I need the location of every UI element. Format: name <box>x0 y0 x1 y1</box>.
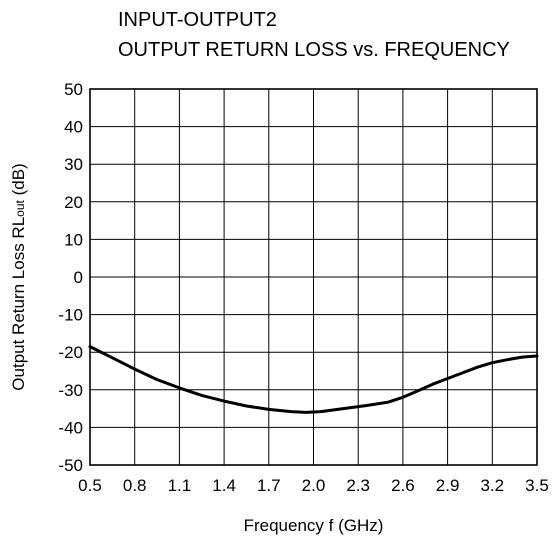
x-tick-label: 2.6 <box>391 476 415 495</box>
x-axis-label: Frequency f (GHz) <box>244 516 384 535</box>
x-tick-label: 0.5 <box>78 476 102 495</box>
y-tick-labels: 50 40 30 20 10 0 -10 -20 -30 -40 -50 <box>58 80 83 475</box>
grid <box>90 89 537 465</box>
y-axis-label: Output Return Loss RLout (dB) <box>9 163 28 390</box>
x-tick-label: 2.0 <box>302 476 326 495</box>
y-tick-label: -50 <box>58 456 83 475</box>
x-tick-label: 2.9 <box>436 476 460 495</box>
y-tick-label: -20 <box>58 343 83 362</box>
x-tick-label: 0.8 <box>123 476 147 495</box>
y-axis-label-subscript: out <box>13 199 27 216</box>
chart-title-line-1: INPUT-OUTPUT2 <box>118 9 277 31</box>
y-tick-label: 10 <box>64 230 83 249</box>
y-tick-label: 50 <box>64 80 83 99</box>
x-tick-label: 3.5 <box>525 476 549 495</box>
y-tick-label: -40 <box>58 418 83 437</box>
x-tick-label: 3.2 <box>480 476 504 495</box>
y-tick-label: 20 <box>64 193 83 212</box>
plot-frame <box>89 88 538 466</box>
y-tick-label: 30 <box>64 155 83 174</box>
x-tick-label: 2.3 <box>346 476 370 495</box>
y-tick-label: 0 <box>74 268 83 287</box>
y-tick-label: 40 <box>64 118 83 137</box>
chart-title-line-2: OUTPUT RETURN LOSS vs. FREQUENCY <box>118 39 510 61</box>
x-tick-labels: 0.5 0.8 1.1 1.4 1.7 2.0 2.3 2.6 2.9 3.2 3.5 <box>78 476 549 495</box>
x-tick-label: 1.7 <box>257 476 281 495</box>
series-line <box>88 345 539 414</box>
x-tick-label: 1.4 <box>212 476 236 495</box>
y-tick-label: -10 <box>58 306 83 325</box>
x-tick-label: 1.1 <box>168 476 192 495</box>
y-axis-label-main: Output Return Loss RL <box>9 217 28 391</box>
y-axis-label-unit: (dB) <box>9 163 28 200</box>
y-tick-label: -30 <box>58 381 83 400</box>
